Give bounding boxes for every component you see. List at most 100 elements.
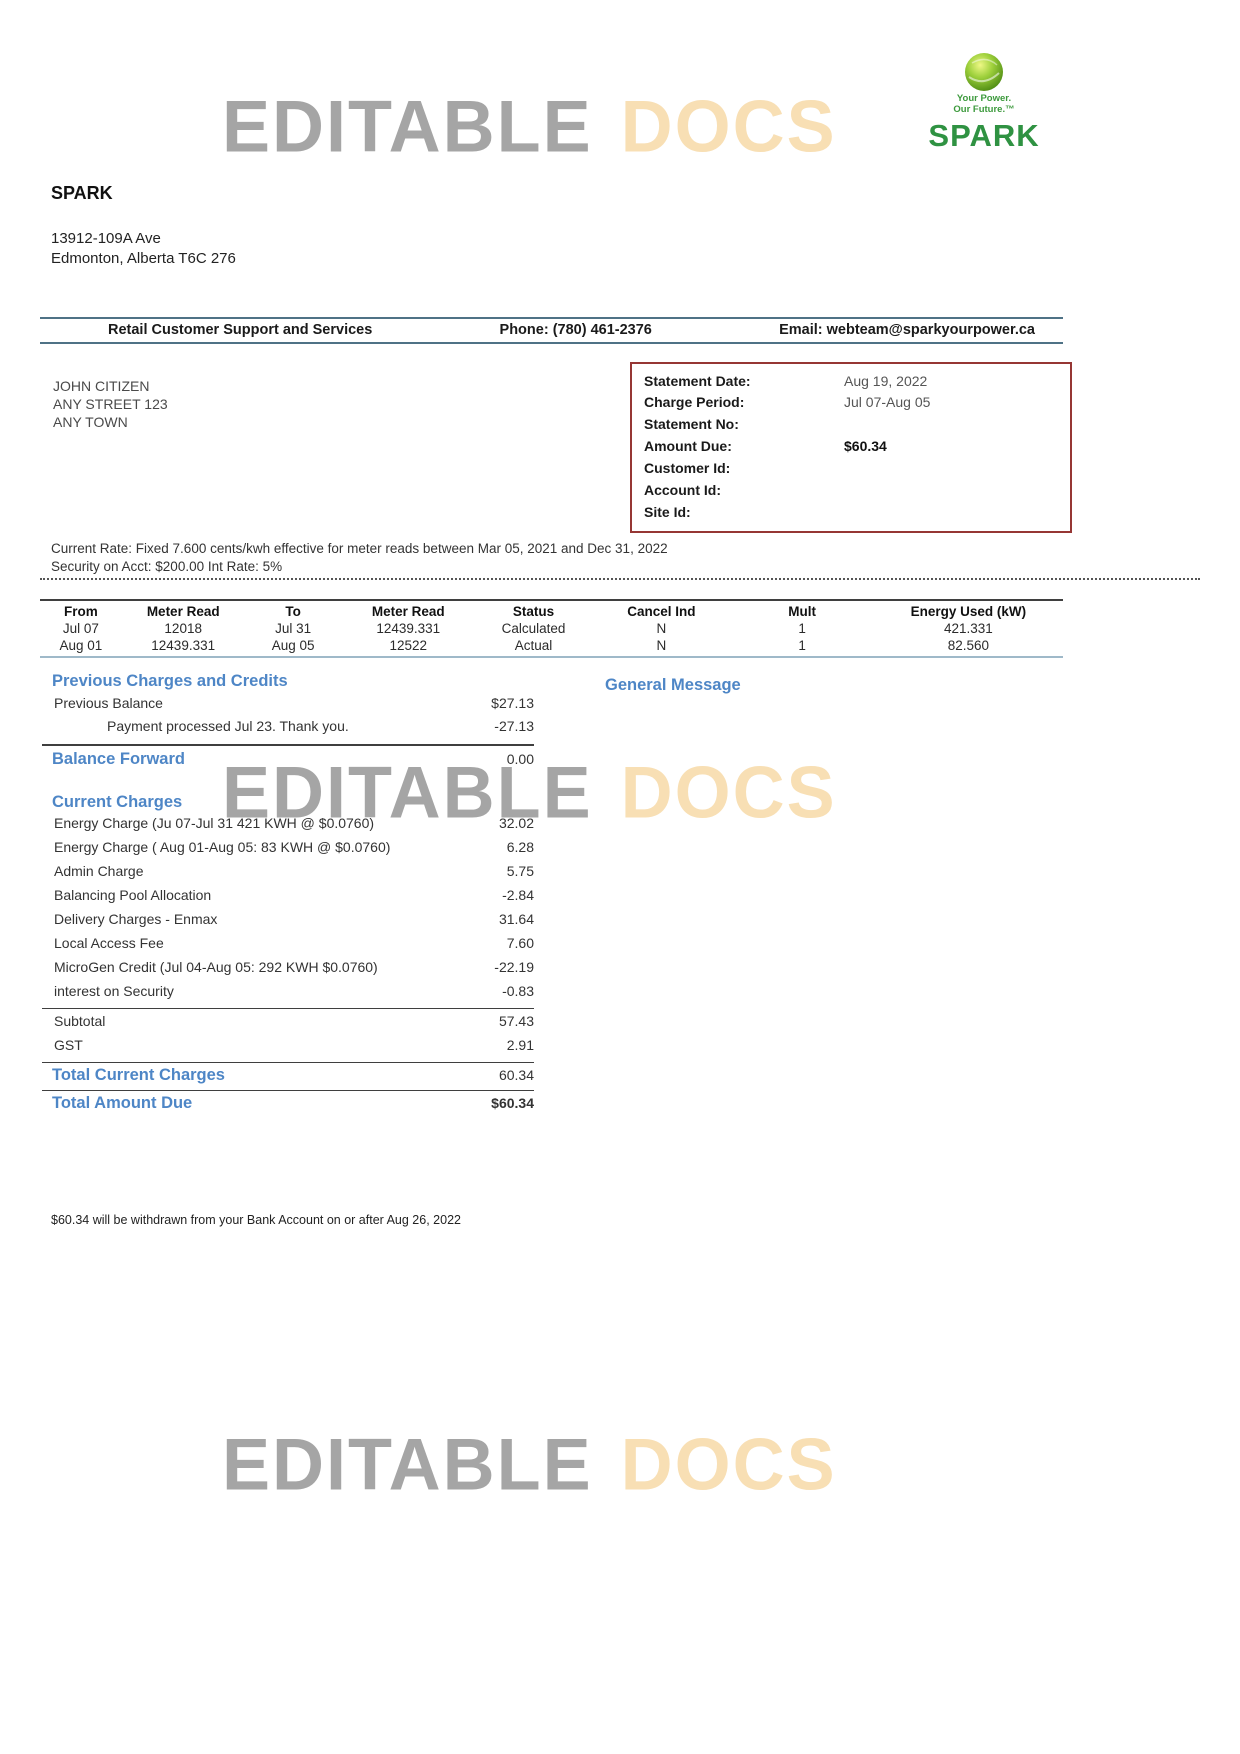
statement-label: Amount Due: bbox=[644, 438, 732, 455]
charge-label: Local Access Fee bbox=[54, 934, 164, 951]
charge-row: interest on Security -0.83 bbox=[42, 979, 534, 1003]
meter-cell: 1 bbox=[798, 621, 806, 636]
total-current-charges-heading: Total Current Charges bbox=[52, 1066, 225, 1085]
charge-label: Delivery Charges - Enmax bbox=[54, 910, 218, 927]
support-bar: Retail Customer Support and Services Pho… bbox=[40, 317, 1063, 344]
meter-cell: Jul 31 bbox=[275, 621, 312, 636]
charge-row: Energy Charge ( Aug 01-Aug 05: 83 KWH @ … bbox=[42, 836, 534, 860]
statement-value-amount-due: $60.34 bbox=[844, 438, 887, 455]
gst-amount: 2.91 bbox=[506, 1036, 534, 1053]
meter-cell: Aug 01 bbox=[40, 637, 122, 658]
rate-info-line1: Current Rate: Fixed 7.600 cents/kwh effe… bbox=[51, 541, 668, 556]
meter-table-header-row: From Meter Read To Meter Read Status Can… bbox=[40, 599, 1063, 620]
balance-forward-heading: Balance Forward bbox=[52, 749, 185, 768]
total-amount-due-amount: $60.34 bbox=[491, 1095, 534, 1112]
statement-row: Site Id: bbox=[632, 501, 1070, 523]
watermark-text-editable: EDITABLE bbox=[222, 86, 593, 168]
charge-amount: 32.02 bbox=[498, 815, 534, 832]
meter-cell: N bbox=[592, 637, 731, 658]
charge-amount: -0.83 bbox=[502, 982, 534, 999]
charge-label: Admin Charge bbox=[54, 863, 144, 880]
charge-label: Payment processed Jul 23. Thank you. bbox=[107, 718, 349, 735]
customer-name: JOHN CITIZEN bbox=[53, 378, 150, 394]
watermark-text-docs: DOCS bbox=[620, 86, 837, 168]
charge-label: Previous Balance bbox=[54, 694, 163, 711]
previous-charges-heading: Previous Charges and Credits bbox=[52, 672, 288, 690]
total-amount-due-row: Total Amount Due $60.34 bbox=[42, 1090, 534, 1113]
charge-amount: 6.28 bbox=[506, 839, 534, 856]
meter-read-table: From Meter Read To Meter Read Status Can… bbox=[40, 599, 1063, 658]
meter-table-row: Aug 01 12439.331 Aug 05 12522 Actual N 1… bbox=[40, 637, 1063, 658]
balance-forward-row: Balance Forward 0.00 bbox=[42, 743, 534, 769]
statement-summary-box: Statement Date: Aug 19, 2022 Charge Peri… bbox=[630, 362, 1072, 534]
company-address: 13912-109A Ave Edmonton, Alberta T6C 276 bbox=[51, 229, 236, 270]
statement-value: Jul 07-Aug 05 bbox=[844, 394, 931, 411]
watermark-text-docs: DOCS bbox=[620, 1424, 837, 1506]
customer-address-block: JOHN CITIZEN ANY STREET 123 ANY TOWN bbox=[53, 377, 168, 432]
logo-tagline-line2: Our Future.™ bbox=[953, 103, 1015, 115]
support-bar-email: Email: webteam@sparkyourpower.ca bbox=[779, 322, 1035, 338]
statement-label: Charge Period: bbox=[644, 394, 745, 411]
charge-label: Balancing Pool Allocation bbox=[54, 886, 212, 903]
withdrawal-notice: $60.34 will be withdrawn from your Bank … bbox=[51, 1213, 461, 1227]
meter-header-mult: Mult bbox=[730, 599, 874, 620]
charge-row: Balancing Pool Allocation -2.84 bbox=[42, 883, 534, 907]
charge-label: interest on Security bbox=[54, 982, 174, 999]
charge-amount: 7.60 bbox=[506, 934, 534, 951]
meter-cell: Actual bbox=[474, 637, 593, 658]
statement-label: Statement No: bbox=[644, 416, 739, 433]
subtotal-label: Subtotal bbox=[54, 1012, 106, 1029]
subtotal-amount: 57.43 bbox=[498, 1012, 534, 1029]
watermark-bottom: EDITABLE DOCS bbox=[222, 1423, 837, 1507]
balance-forward-amount: 0.00 bbox=[506, 750, 534, 767]
meter-cell: Aug 05 bbox=[244, 637, 342, 658]
customer-address-line1: ANY STREET 123 bbox=[53, 396, 168, 413]
payment-processed-row: Payment processed Jul 23. Thank you. -27… bbox=[42, 715, 534, 739]
meter-cell: 12522 bbox=[341, 637, 475, 658]
statement-label: Site Id: bbox=[644, 503, 691, 520]
charge-row: MicroGen Credit (Jul 04-Aug 05: 292 KWH … bbox=[42, 955, 534, 979]
charge-amount: 5.75 bbox=[506, 863, 534, 880]
meter-cell: Calculated bbox=[501, 621, 566, 636]
meter-header-status: Status bbox=[474, 599, 593, 620]
subtotal-row: Subtotal 57.43 bbox=[42, 1007, 534, 1033]
logo-tagline-line1: Your Power. bbox=[956, 93, 1012, 104]
company-address-line1: 13912-109A Ave bbox=[51, 230, 161, 247]
watermark-text-editable: EDITABLE bbox=[222, 752, 593, 834]
statement-label: Customer Id: bbox=[644, 460, 731, 477]
customer-address-line2: ANY TOWN bbox=[53, 414, 128, 431]
meter-cell: 12018 bbox=[164, 621, 202, 636]
spark-globe-icon bbox=[965, 53, 1003, 91]
meter-cell: 12439.331 bbox=[376, 621, 441, 636]
general-message-heading: General Message bbox=[605, 676, 741, 694]
support-bar-phone: Phone: (780) 461-2376 bbox=[499, 322, 652, 338]
statement-row: Statement Date: Aug 19, 2022 bbox=[632, 370, 1070, 392]
meter-cell: 1 bbox=[730, 637, 874, 658]
meter-header-meter-read-1: Meter Read bbox=[121, 599, 245, 620]
meter-table-row: Jul 07 12018 Jul 31 12439.331 Calculated… bbox=[40, 620, 1063, 637]
gst-label: GST bbox=[54, 1036, 83, 1053]
previous-balance-row: Previous Balance $27.13 bbox=[42, 691, 534, 715]
charge-row: Energy Charge (Ju 07-Jul 31 421 KWH @ $0… bbox=[42, 812, 534, 836]
company-address-line2: Edmonton, Alberta T6C 276 bbox=[51, 250, 236, 268]
charge-amount: -27.13 bbox=[494, 718, 534, 735]
statement-value: Aug 19, 2022 bbox=[844, 372, 928, 389]
meter-header-energy-used: Energy Used (kW) bbox=[873, 599, 1063, 620]
charge-label: MicroGen Credit (Jul 04-Aug 05: 292 KWH … bbox=[54, 958, 378, 975]
charge-amount: $27.13 bbox=[491, 694, 534, 711]
watermark-text-docs: DOCS bbox=[620, 752, 837, 834]
charge-label: Energy Charge (Ju 07-Jul 31 421 KWH @ $0… bbox=[54, 815, 375, 832]
charge-amount: 31.64 bbox=[498, 910, 534, 927]
statement-row: Account Id: bbox=[632, 479, 1070, 501]
charge-amount: -2.84 bbox=[502, 886, 534, 903]
logo-brand-text: SPARK bbox=[928, 117, 1040, 153]
total-amount-due-heading: Total Amount Due bbox=[52, 1094, 193, 1113]
statement-row: Charge Period: Jul 07-Aug 05 bbox=[632, 392, 1070, 414]
charge-amount: -22.19 bbox=[494, 958, 534, 975]
meter-cell: 12439.331 bbox=[121, 637, 245, 658]
watermark-middle: EDITABLE DOCS bbox=[222, 751, 837, 835]
charge-row: Local Access Fee 7.60 bbox=[42, 931, 534, 955]
watermark-top: EDITABLE DOCS bbox=[222, 85, 837, 169]
total-current-charges-amount: 60.34 bbox=[498, 1067, 534, 1084]
